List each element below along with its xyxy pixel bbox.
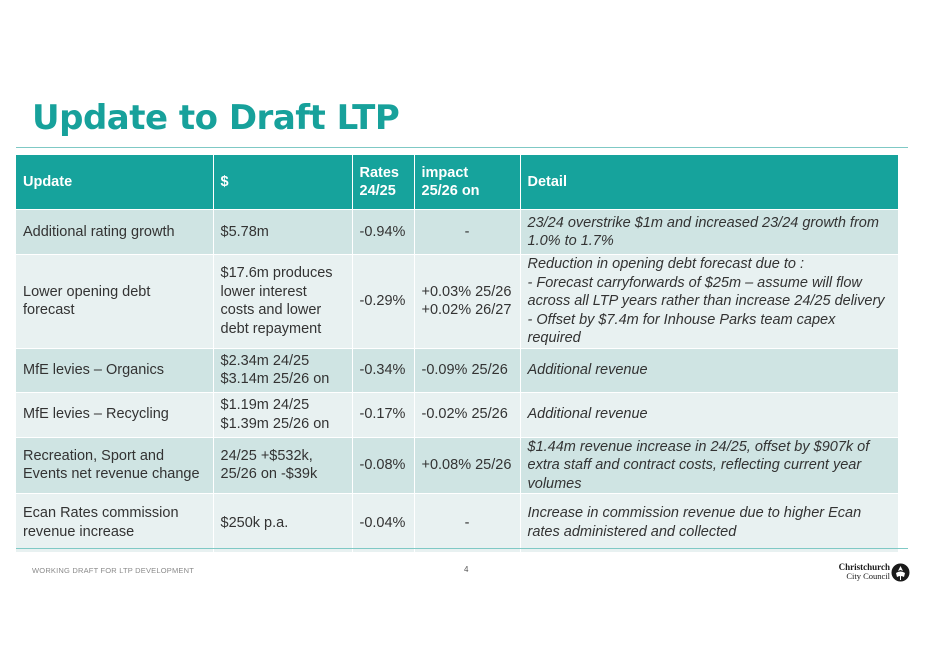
cell-rates: -0.04% [352, 493, 415, 552]
cell-dollar: $5.78m [213, 209, 353, 255]
cell-dollar: $250k p.a. [213, 493, 353, 552]
logo-line-1: Christchurch [838, 562, 890, 572]
cell-rates: -0.08% [352, 436, 415, 494]
footer-divider [16, 548, 908, 549]
cell-detail: Additional revenue [520, 391, 898, 437]
table-row: Ecan Rates commission revenue increase $… [16, 493, 898, 552]
cell-dollar: $17.6m produces lower interest costs and… [213, 254, 353, 348]
council-crest-icon [891, 563, 910, 582]
title-divider [16, 147, 908, 148]
header-rates: Rates 24/25 [352, 155, 415, 210]
table-row: MfE levies – Recycling $1.19m 24/25 $1.3… [16, 391, 898, 437]
cell-update: Ecan Rates commission revenue increase [16, 493, 214, 552]
cell-update: Lower opening debt forecast [16, 254, 214, 348]
cell-impact: - [414, 493, 521, 552]
footer-label: WORKING DRAFT FOR LTP DEVELOPMENT [32, 566, 195, 575]
header-update: Update [16, 155, 214, 210]
cell-update: Additional rating growth [16, 209, 214, 255]
table-row: Recreation, Sport and Events net revenue… [16, 436, 898, 494]
table-row: Additional rating growth $5.78m -0.94% -… [16, 209, 898, 255]
cell-update: MfE levies – Organics [16, 347, 214, 392]
cell-detail: Reduction in opening debt forecast due t… [520, 254, 898, 348]
council-logo: Christchurch City Council [832, 563, 912, 583]
table-header-row: Update $ Rates 24/25 impact 25/26 on Det… [16, 155, 898, 210]
header-detail: Detail [520, 155, 898, 210]
cell-impact: -0.02% 25/26 [414, 391, 521, 437]
cell-rates: -0.29% [352, 254, 415, 348]
table-row: MfE levies – Organics $2.34m 24/25 $3.14… [16, 347, 898, 392]
table-row: Lower opening debt forecast $17.6m produ… [16, 254, 898, 348]
cell-rates: -0.34% [352, 347, 415, 392]
cell-detail: 23/24 overstrike $1m and increased 23/24… [520, 209, 898, 255]
cell-detail: Increase in commission revenue due to hi… [520, 493, 898, 552]
cell-detail: $1.44m revenue increase in 24/25, offset… [520, 436, 898, 494]
cell-dollar: 24/25 +$532k, 25/26 on -$39k [213, 436, 353, 494]
cell-impact: +0.08% 25/26 [414, 436, 521, 494]
cell-impact: +0.03% 25/26 +0.02% 26/27 [414, 254, 521, 348]
cell-update: Recreation, Sport and Events net revenue… [16, 436, 214, 494]
header-dollar: $ [213, 155, 353, 210]
cell-detail: Additional revenue [520, 347, 898, 392]
page-number: 4 [464, 565, 469, 574]
cell-update: MfE levies – Recycling [16, 391, 214, 437]
cell-rates: -0.94% [352, 209, 415, 255]
page-title: Update to Draft LTP [32, 98, 400, 138]
header-impact: impact 25/26 on [414, 155, 521, 210]
cell-dollar: $1.19m 24/25 $1.39m 25/26 on [213, 391, 353, 437]
cell-impact: - [414, 209, 521, 255]
cell-impact: -0.09% 25/26 [414, 347, 521, 392]
logo-line-2: City Council [846, 571, 890, 581]
cell-rates: -0.17% [352, 391, 415, 437]
cell-dollar: $2.34m 24/25 $3.14m 25/26 on [213, 347, 353, 392]
ltp-update-table: Update $ Rates 24/25 impact 25/26 on Det… [16, 155, 898, 552]
